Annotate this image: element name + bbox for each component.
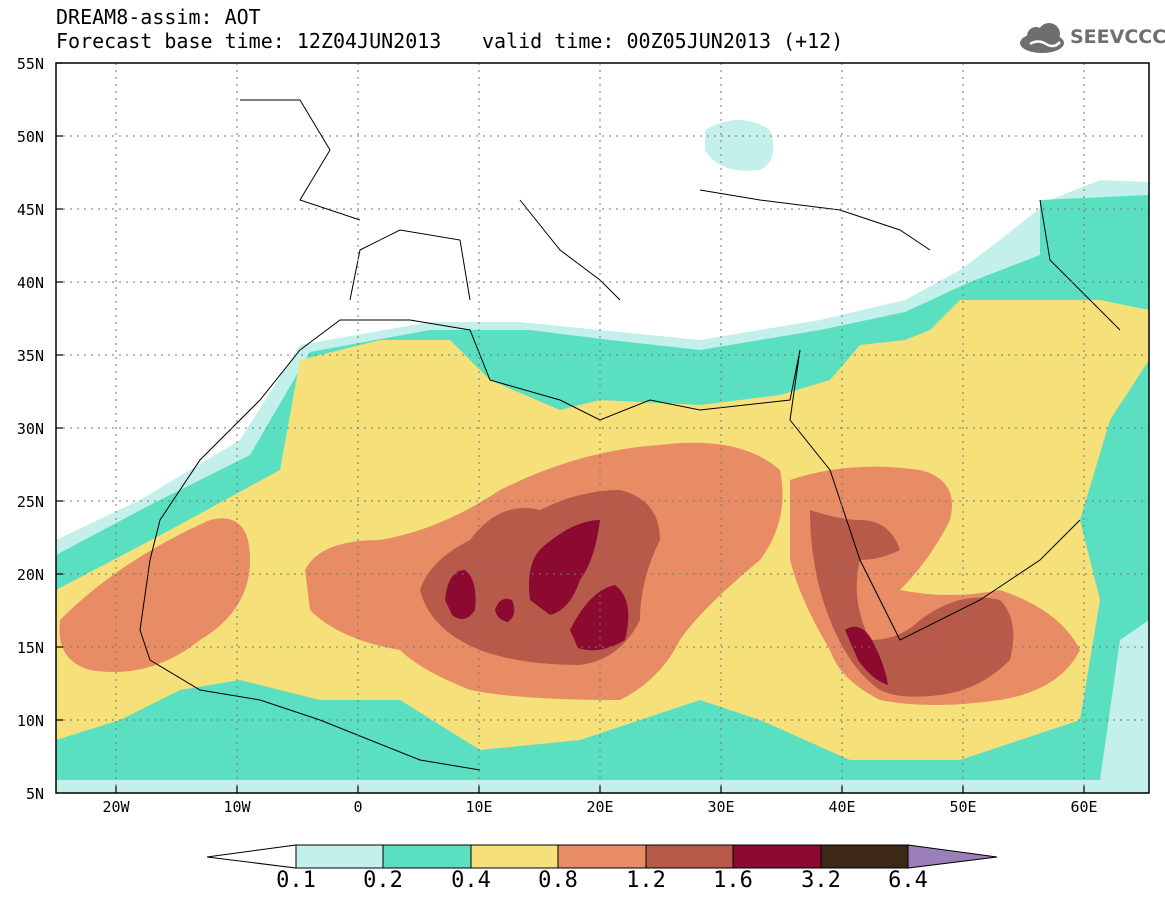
aot-band-1.6-d [495, 598, 515, 622]
colorbar-label-6.4: 6.4 [888, 868, 928, 893]
lon-label-30e: 30E [707, 798, 735, 816]
colorbar [206, 844, 998, 869]
colorbar-label-3.2: 3.2 [801, 868, 841, 893]
aot-band-1.6-b [445, 570, 476, 619]
coastlines [139, 99, 1121, 771]
lat-label-55n: 55N [16, 55, 44, 73]
cloud-icon [1020, 23, 1064, 53]
axis-ticks [56, 62, 1085, 793]
lat-label-10n: 10N [16, 712, 44, 730]
lat-label-50n: 50N [16, 128, 44, 146]
colorbar-swatch-0.4-0.8 [470, 844, 559, 869]
lon-label-50e: 50E [949, 798, 977, 816]
logo-text: SEEVCCC [1070, 26, 1165, 48]
aot-band-1.6-a [529, 520, 600, 615]
colorbar-label-0.4: 0.4 [451, 868, 491, 893]
aot-band-1.6-e [845, 626, 888, 685]
lon-label-60e: 60E [1070, 798, 1098, 816]
lat-label-25n: 25N [16, 493, 44, 511]
lat-label-45n: 45N [16, 201, 44, 219]
colorbar-swatch-1.2-1.6 [645, 844, 734, 869]
colorbar-label-0.2: 0.2 [363, 868, 403, 893]
lat-label-35n: 35N [16, 347, 44, 365]
colorbar-swatch-1.6-3.2 [732, 844, 822, 869]
colorbar-under-arrow [206, 844, 297, 869]
aot-band-1.6-c [570, 585, 629, 651]
lat-label-5n: 5N [25, 785, 44, 803]
colorbar-label-0.8: 0.8 [538, 868, 578, 893]
colorbar-swatch-0.1-0.2 [295, 844, 384, 869]
colorbar-swatch-0.2-0.4 [382, 844, 472, 869]
colorbar-swatch-0.8-1.2 [557, 844, 647, 869]
lon-label-0: 0 [353, 798, 363, 816]
map-title: DREAM8-assim: AOT [56, 5, 261, 29]
aot-contour-field [56, 63, 1149, 793]
lat-label-40n: 40N [16, 274, 44, 292]
lat-label-20n: 20N [16, 566, 44, 584]
lat-label-15n: 15N [16, 639, 44, 657]
lat-label-30n: 30N [16, 420, 44, 438]
colorbar-label-0.1: 0.1 [276, 868, 316, 893]
lon-label-10w: 10W [223, 798, 251, 816]
lon-label-20w: 20W [102, 798, 130, 816]
aot-band-0.8-west [59, 518, 250, 672]
colorbar-over-arrow [907, 844, 998, 869]
forecast-base-time: Forecast base time: 12Z04JUN2013 [56, 29, 442, 53]
colorbar-label-1.6: 1.6 [713, 868, 753, 893]
lon-label-10e: 10E [465, 798, 493, 816]
valid-time: valid time: 00Z05JUN2013 (+12) [482, 29, 844, 53]
seevccc-logo [1020, 23, 1064, 53]
colorbar-label-1.2: 1.2 [626, 868, 666, 893]
aot-band-0.1-black-sea [705, 120, 774, 171]
lon-label-20e: 20E [586, 798, 614, 816]
colorbar-swatch-3.2-6.4 [820, 844, 909, 869]
lon-label-40e: 40E [828, 798, 856, 816]
graticule [56, 63, 1149, 793]
